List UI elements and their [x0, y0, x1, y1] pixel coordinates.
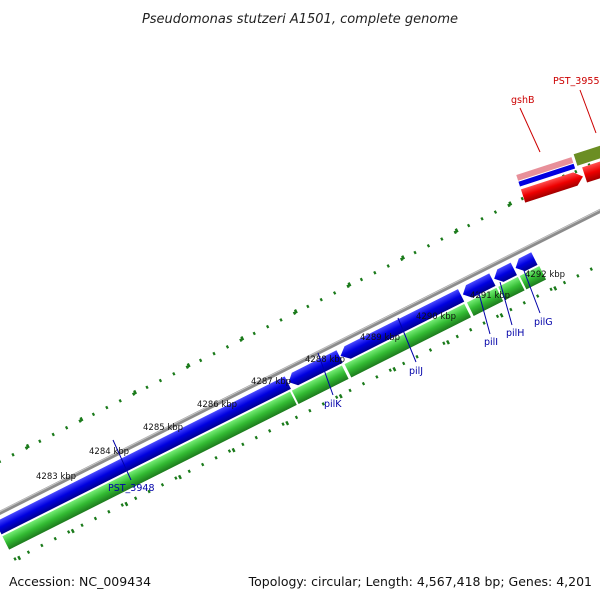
gene-labels: PST_3948 pilK pilJ pilI pilH pilG gshB P… — [108, 76, 600, 494]
kbp-label: 4285 kbp — [143, 423, 183, 433]
gene-label-pili[interactable]: pilI — [484, 337, 498, 348]
leader-gshb — [519, 107, 541, 153]
backbone-highlight — [0, 200, 600, 516]
leader-pilh — [499, 281, 513, 326]
leader-pili — [477, 289, 491, 335]
right-feature-cluster — [516, 135, 600, 203]
map-title: Pseudomonas stutzeri A1501, complete gen… — [142, 12, 458, 27]
rna-gene-2 — [582, 148, 600, 183]
pink-feature — [516, 157, 574, 181]
backbone-ring — [0, 200, 600, 519]
kbp-label: 4288 kbp — [305, 355, 345, 365]
olive-feature — [573, 135, 600, 166]
kbp-label: 4290 kbp — [416, 312, 456, 322]
leader-pst3948 — [112, 439, 132, 481]
kbp-label: 4291 kbp — [470, 291, 510, 301]
reverse-strand-track — [2, 266, 547, 550]
kbp-label: 4286 kbp — [197, 400, 237, 410]
kbp-label: 4289 kbp — [360, 333, 400, 343]
scale-labels: 4283 kbp 4284 kbp 4285 kbp 4286 kbp 4287… — [36, 270, 565, 482]
leader-pilj — [397, 317, 417, 363]
gene-label-pilg[interactable]: pilG — [534, 317, 553, 328]
genome-summary-text: Topology: circular; Length: 4,567,418 bp… — [248, 574, 592, 589]
kbp-label: 4283 kbp — [36, 472, 76, 482]
outer-gc-track-long — [0, 158, 598, 476]
gene-label-pst3955[interactable]: PST_3955 — [553, 76, 600, 87]
cds-forward-1 — [0, 376, 291, 535]
feature-tracks — [0, 158, 600, 561]
kbp-label: 4292 kbp — [525, 270, 565, 280]
cds-reverse-6 — [519, 266, 547, 290]
cds-forward-6 — [515, 252, 538, 272]
outer-gc-track — [0, 159, 598, 477]
leader-lines — [112, 89, 597, 481]
leader-pilg — [522, 267, 541, 314]
kbp-label: 4284 kbp — [89, 447, 129, 457]
cds-reverse-5 — [498, 276, 525, 301]
leader-pilk — [317, 352, 334, 396]
accession-text: Accession: NC_009434 — [9, 574, 151, 589]
cds-reverse-1 — [2, 391, 297, 550]
blue-strip — [518, 163, 576, 187]
leader-pst3955 — [579, 89, 597, 134]
cds-forward-4 — [462, 273, 496, 298]
kbp-label: 4287 kbp — [251, 377, 291, 387]
gene-label-pst3948[interactable]: PST_3948 — [108, 483, 155, 494]
gene-label-pilh[interactable]: pilH — [506, 328, 524, 339]
forward-strand-track — [0, 252, 538, 535]
cds-forward-2 — [288, 350, 343, 386]
gene-label-gshb[interactable]: gshB — [511, 95, 535, 106]
cds-forward-3 — [340, 289, 465, 359]
cds-forward-5 — [494, 262, 517, 282]
cds-reverse-4 — [466, 287, 504, 316]
cds-reverse-2 — [291, 365, 349, 405]
gene-label-pilj[interactable]: pilJ — [409, 366, 423, 377]
gene-label-pilk[interactable]: pilK — [324, 399, 342, 410]
rna-gene-1 — [520, 172, 583, 203]
